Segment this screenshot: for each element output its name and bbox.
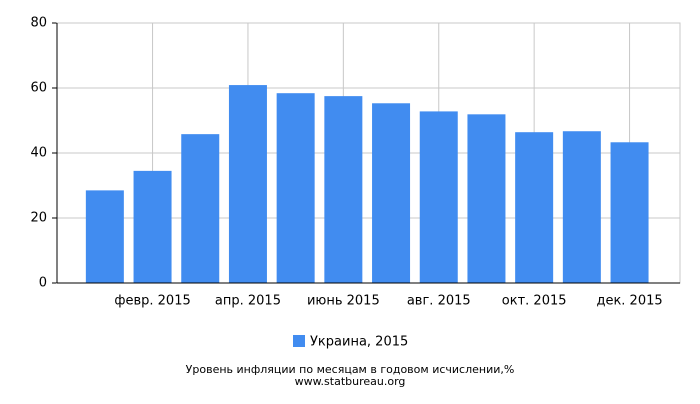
- bar: [467, 114, 506, 283]
- bar: [181, 134, 220, 283]
- chart-source: www.statbureau.org: [295, 375, 406, 388]
- bar: [85, 190, 124, 283]
- bar: [372, 103, 411, 284]
- x-tick-label: авг. 2015: [407, 294, 471, 309]
- y-tick-label: 60: [30, 81, 47, 96]
- chart-title: Уровень инфляции по месяцам в годовом ис…: [186, 363, 515, 376]
- bar: [419, 111, 458, 284]
- legend-label: Украина, 2015: [310, 335, 408, 350]
- bar: [324, 96, 363, 283]
- y-tick-label: 20: [30, 211, 47, 226]
- x-tick-label: июнь 2015: [307, 294, 380, 309]
- x-tick-label: апр. 2015: [215, 294, 281, 309]
- x-tick-label: дек. 2015: [596, 294, 662, 309]
- bar: [133, 170, 172, 283]
- bar: [515, 132, 554, 283]
- x-tick-label: февр. 2015: [114, 294, 190, 309]
- bar: [610, 142, 649, 283]
- y-tick-label: 80: [30, 16, 47, 31]
- bar: [562, 131, 601, 283]
- x-tick-label: окт. 2015: [502, 294, 567, 309]
- y-tick-label: 40: [30, 146, 47, 161]
- bar: [228, 85, 267, 283]
- y-tick-label: 0: [39, 276, 47, 291]
- bar: [276, 93, 315, 283]
- legend-swatch: [293, 335, 305, 347]
